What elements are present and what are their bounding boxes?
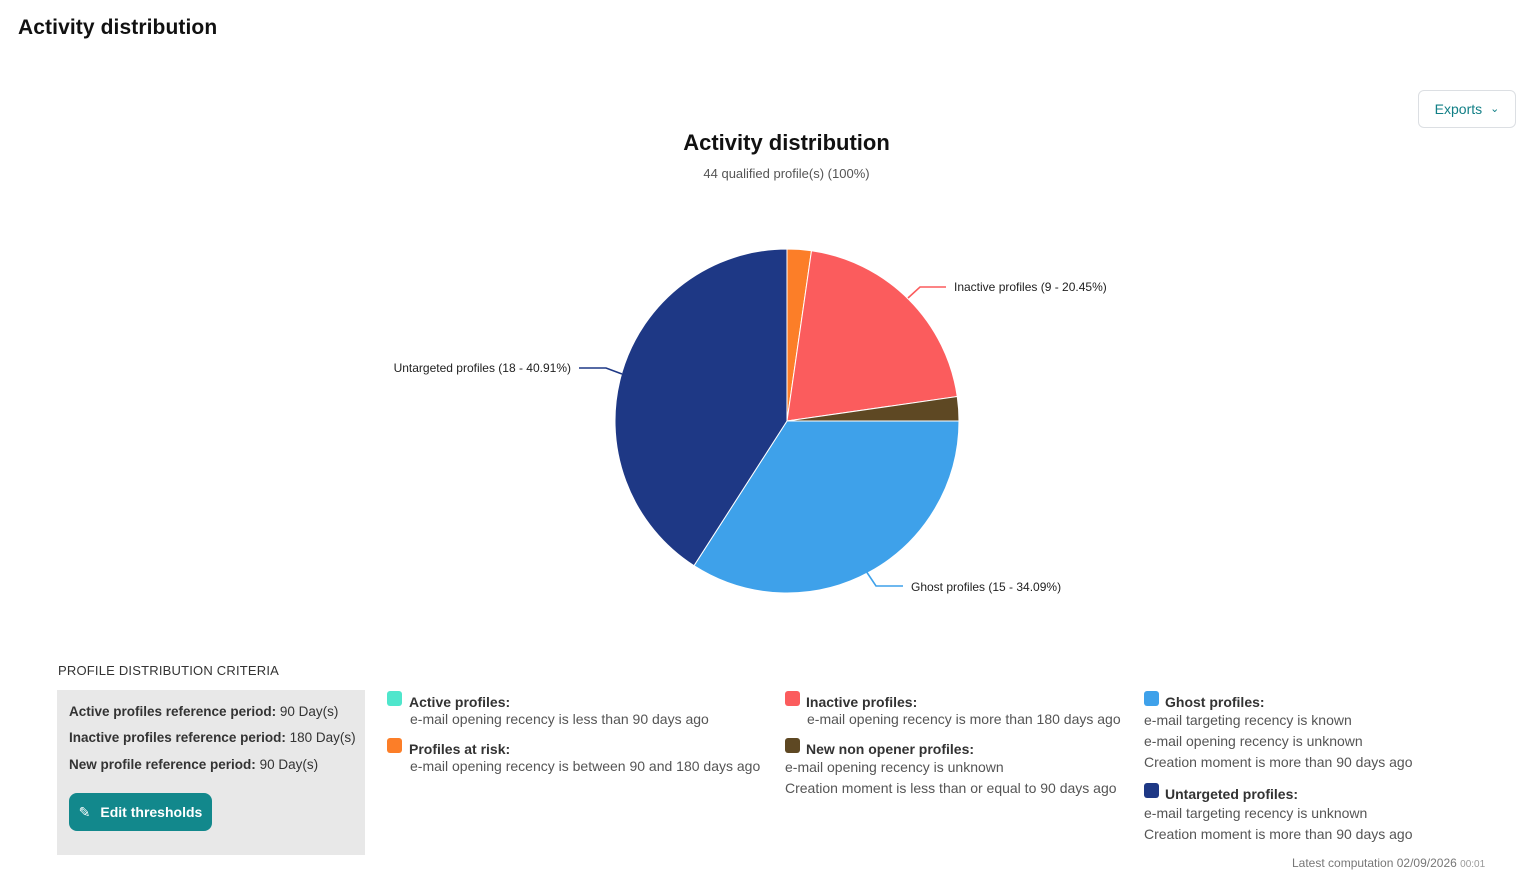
criteria-value: 90 Day(s) (255, 757, 319, 772)
legend-title: Untargeted profiles: (1165, 786, 1299, 802)
legend-line: e-mail opening recency is between 90 and… (410, 758, 761, 774)
legend-swatch (387, 738, 402, 753)
latest-computation: Latest computation 02/09/2026 00:01 (1292, 856, 1485, 870)
computation-label: Latest computation (1292, 856, 1394, 870)
legend-title: Profiles at risk: (409, 741, 511, 757)
criteria-row-inactive: Inactive profiles reference period: 180 … (69, 730, 356, 745)
legend-line: Creation moment is more than 90 days ago (1144, 754, 1413, 770)
chart-subtitle: 44 qualified profile(s) (100%) (703, 166, 870, 181)
legend-swatch (1144, 691, 1159, 706)
legend-line: e-mail targeting recency is unknown (1144, 805, 1368, 821)
legend-title: New non opener profiles: (806, 741, 975, 757)
legend-line: e-mail targeting recency is known (1144, 712, 1352, 728)
criteria-value: 90 Day(s) (276, 704, 339, 719)
legend-title: Ghost profiles: (1165, 694, 1265, 710)
criteria-heading: PROFILE DISTRIBUTION CRITERIA (58, 663, 280, 678)
computation-time: 00:01 (1460, 859, 1486, 870)
criteria-label: New profile reference period: (69, 757, 256, 772)
criteria-label: Inactive profiles reference period: (69, 730, 286, 745)
pie-slice-untargeted-profiles[interactable] (614, 248, 788, 567)
slice-data-label: Ghost profiles (15 - 34.09%) (911, 580, 1061, 594)
leader-line (579, 367, 623, 375)
criteria-value: 180 Day(s) (285, 730, 356, 745)
legend-swatch (387, 691, 402, 706)
pencil-icon: ✎ (78, 803, 91, 820)
slice-data-label: Untargeted profiles (18 - 40.91%) (394, 361, 571, 375)
criteria-label: Active profiles reference period: (69, 704, 277, 719)
legend-line: e-mail opening recency is unknown (1144, 733, 1363, 749)
leader-line (865, 570, 903, 587)
legend-line: Creation moment is more than 90 days ago (1144, 826, 1413, 842)
criteria-panel: Active profiles reference period: 90 Day… (57, 690, 365, 855)
edit-thresholds-button[interactable]: ✎ Edit thresholds (69, 793, 212, 831)
chart-title: Activity distribution (683, 130, 890, 155)
legend-swatch (1144, 783, 1159, 798)
leader-line (907, 286, 946, 299)
computation-date: 02/09/2026 (1396, 856, 1457, 870)
pie-slice-inactive-profiles[interactable] (786, 250, 958, 422)
legend-title: Inactive profiles: (806, 694, 918, 710)
legend-line: Creation moment is less than or equal to… (785, 780, 1117, 796)
legend-line: e-mail opening recency is more than 180 … (807, 711, 1121, 727)
legend-line: e-mail opening recency is unknown (785, 759, 1004, 775)
edit-thresholds-label: Edit thresholds (100, 804, 203, 820)
legend-swatch (785, 691, 800, 706)
legend-swatch (785, 738, 800, 753)
slice-data-label: Inactive profiles (9 - 20.45%) (954, 280, 1107, 294)
pie-slice-ghost-profiles[interactable] (693, 420, 960, 594)
page-title: Activity distribution (18, 16, 218, 39)
criteria-row-active: Active profiles reference period: 90 Day… (69, 704, 338, 719)
legend-line: e-mail opening recency is less than 90 d… (410, 711, 709, 727)
exports-label: Exports (1434, 101, 1483, 117)
legend-title: Active profiles: (409, 694, 511, 710)
chevron-down-icon: ⌄ (1490, 102, 1500, 115)
criteria-row-new: New profile reference period: 90 Day(s) (69, 757, 318, 772)
exports-button[interactable]: Exports ⌄ (1418, 90, 1516, 128)
